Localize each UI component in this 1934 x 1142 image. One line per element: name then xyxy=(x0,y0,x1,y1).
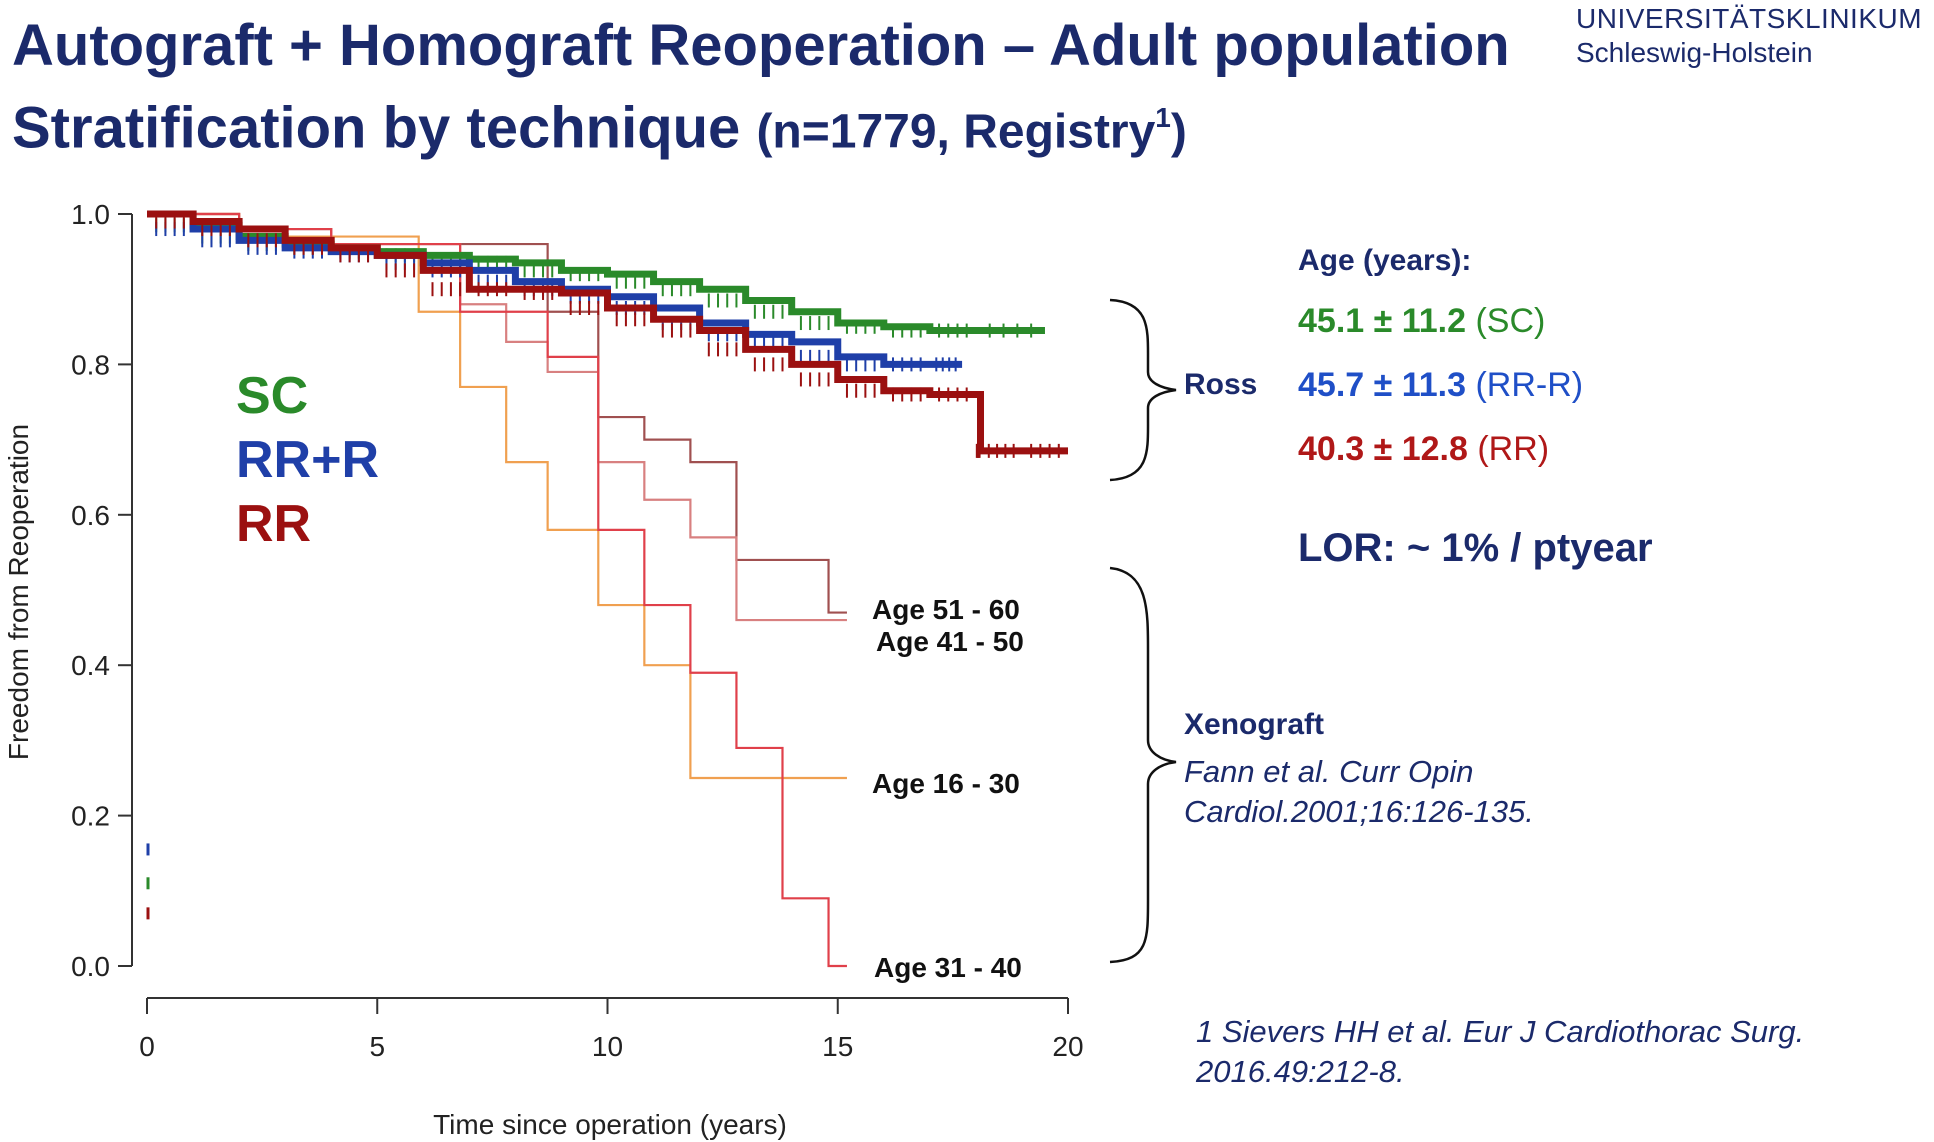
y-tick-label: 0.8 xyxy=(71,349,110,380)
legend-sc: SC xyxy=(236,367,309,425)
slide-title: Autograft + Homograft Reoperation – Adul… xyxy=(12,10,1510,168)
y-tick-label: 1.0 xyxy=(71,199,110,230)
x-tick-label: 10 xyxy=(592,1031,623,1062)
age-sc-row: 45.1 ± 11.2 (SC) xyxy=(1298,302,1545,341)
title-line-1: Autograft + Homograft Reoperation – Adul… xyxy=(12,13,1510,78)
brackets xyxy=(1109,298,1177,964)
age-heading: Age (years): xyxy=(1298,244,1472,277)
title-line-2: Stratification by technique (n=1779, Reg… xyxy=(12,82,1510,168)
age-rr-label: (RR) xyxy=(1477,430,1550,468)
x-tick-label: 0 xyxy=(139,1031,155,1062)
x-tick-label: 20 xyxy=(1052,1031,1083,1062)
title-line-2-paren: (n=1779, Registry xyxy=(756,105,1156,159)
age-sc-label: (SC) xyxy=(1475,302,1546,340)
footnote-line-2: 2016.49:212-8. xyxy=(1196,1054,1405,1089)
title-superscript: 1 xyxy=(1155,102,1171,133)
title-line-2-main: Stratification by technique xyxy=(12,95,757,161)
y-tick-label: 0.4 xyxy=(71,650,110,681)
institution-line-1: UNIVERSITÄTSKLINIKUM xyxy=(1576,3,1923,34)
label-age-41-50: Age 41 - 50 xyxy=(876,626,1024,657)
series-line-rr xyxy=(147,210,1068,455)
censor-marks-rr xyxy=(155,214,1060,458)
series-line-age-31-40 xyxy=(147,212,847,968)
legend-rr: RR xyxy=(236,495,312,553)
y-axis-label: Freedom from Reoperation xyxy=(3,424,34,760)
institution-logo-text: UNIVERSITÄTSKLINIKUM Schleswig-Holstein xyxy=(1576,2,1922,70)
xenograft-label: Xenograft xyxy=(1184,708,1325,741)
y-tick-label: 0.6 xyxy=(71,500,110,531)
label-age-31-40: Age 31 - 40 xyxy=(874,952,1022,983)
age-rrr-label: (RR-R) xyxy=(1475,366,1584,404)
title-line-2-close: ) xyxy=(1170,105,1187,159)
xenograft-ref-line-2: Cardiol.2001;16:126-135. xyxy=(1184,794,1534,829)
age-rrr-value: 45.7 ± 11.3 xyxy=(1298,366,1467,404)
label-age-16-30: Age 16 - 30 xyxy=(872,768,1020,799)
y-tick-label: 0.0 xyxy=(71,951,110,982)
ross-bracket xyxy=(1109,298,1177,482)
series-line-age-16-30 xyxy=(147,212,847,780)
x-axis-label: Time since operation (years) xyxy=(433,1109,787,1140)
x-tick-label: 15 xyxy=(822,1031,853,1062)
xenograft-ref-line-1: Fann et al. Curr Opin xyxy=(1184,754,1474,789)
age-rr-value: 40.3 ± 12.8 xyxy=(1298,430,1468,468)
lor-text: LOR: ~ 1% / ptyear xyxy=(1298,526,1653,570)
institution-line-2: Schleswig-Holstein xyxy=(1576,37,1813,68)
ross-label: Ross xyxy=(1184,368,1258,401)
xenograft-bracket xyxy=(1109,566,1177,964)
x-tick-label: 5 xyxy=(369,1031,385,1062)
y-tick-label: 0.2 xyxy=(71,801,110,832)
age-sc-value: 45.1 ± 11.2 xyxy=(1298,302,1467,340)
age-rrr-row: 45.7 ± 11.3 (RR-R) xyxy=(1298,366,1583,405)
chart-axes: 0.0 0.2 0.4 0.6 0.8 1.0 0 5 10 15 20 xyxy=(71,199,1084,1062)
footnote-line-1: 1 Sievers HH et al. Eur J Cardiothorac S… xyxy=(1196,1014,1805,1049)
series-line-rr-r xyxy=(147,210,963,368)
chart-series xyxy=(146,210,1068,968)
label-age-51-60: Age 51 - 60 xyxy=(872,594,1020,625)
legend-rrr: RR+R xyxy=(236,431,380,489)
age-rr-row: 40.3 ± 12.8 (RR) xyxy=(1298,430,1549,469)
